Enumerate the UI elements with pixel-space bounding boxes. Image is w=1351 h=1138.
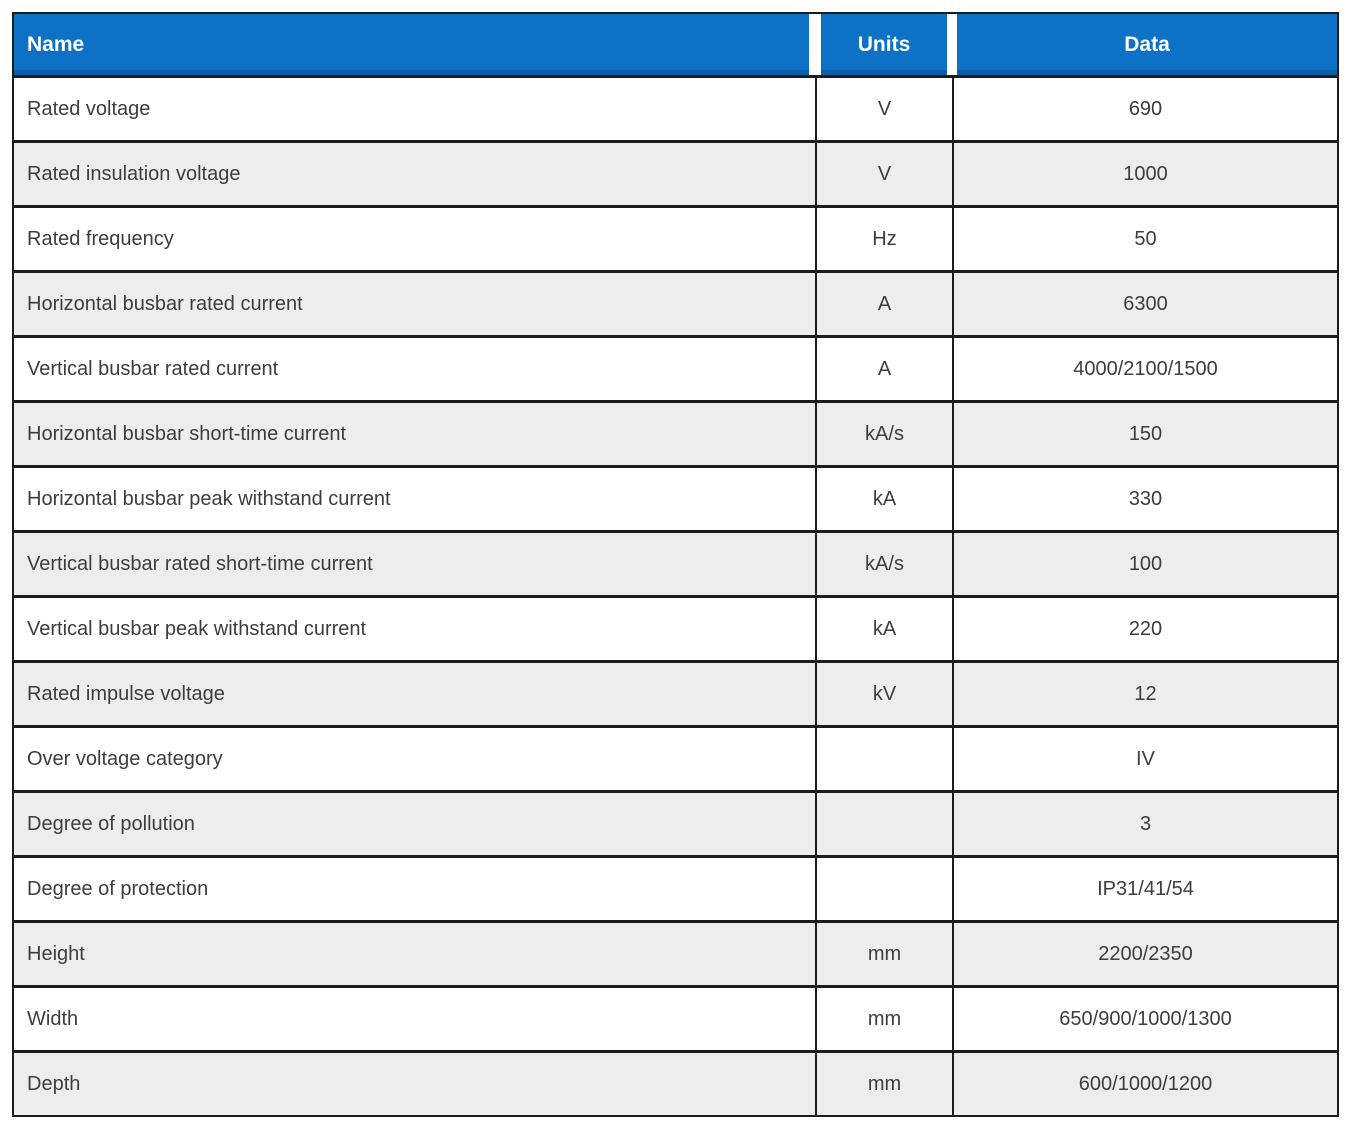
table-row: Vertical busbar rated short-time current… [14, 530, 1337, 595]
cell-units: kA/s [815, 533, 952, 595]
cell-units: Hz [815, 208, 952, 270]
cell-units: mm [815, 988, 952, 1050]
column-header-name: Name [14, 14, 815, 75]
cell-name: Horizontal busbar short-time current [27, 422, 347, 445]
cell-name: Over voltage category [27, 747, 223, 770]
spec-table: Name Units Data Rated voltage V 690 Rate… [12, 12, 1339, 1117]
cell-data: 100 [952, 533, 1337, 595]
cell-name: Height [27, 942, 85, 965]
cell-units: V [815, 143, 952, 205]
cell-units [815, 793, 952, 855]
table-row: Rated impulse voltage kV 12 [14, 660, 1337, 725]
cell-name: Width [27, 1007, 79, 1030]
cell-units: A [815, 338, 952, 400]
column-header-units: Units [815, 14, 952, 75]
table-row: Rated frequency Hz 50 [14, 205, 1337, 270]
table-body: Rated voltage V 690 Rated insulation vol… [14, 75, 1337, 1115]
table-row: Horizontal busbar short-time current kA/… [14, 400, 1337, 465]
cell-name: Horizontal busbar peak withstand current [27, 487, 391, 510]
cell-data: 650/900/1000/1300 [952, 988, 1337, 1050]
cell-units [815, 728, 952, 790]
cell-data: 4000/2100/1500 [952, 338, 1337, 400]
cell-name: Rated impulse voltage [27, 682, 225, 705]
table-row: Vertical busbar rated current A 4000/210… [14, 335, 1337, 400]
table-row: Rated insulation voltage V 1000 [14, 140, 1337, 205]
table-row: Width mm 650/900/1000/1300 [14, 985, 1337, 1050]
cell-data: IP31/41/54 [952, 858, 1337, 920]
cell-data: IV [952, 728, 1337, 790]
cell-data: 690 [952, 78, 1337, 140]
cell-data: 50 [952, 208, 1337, 270]
table-row: Horizontal busbar rated current A 6300 [14, 270, 1337, 335]
cell-data: 2200/2350 [952, 923, 1337, 985]
cell-units: mm [815, 923, 952, 985]
cell-data: 330 [952, 468, 1337, 530]
table-row: Over voltage category IV [14, 725, 1337, 790]
cell-units: kA [815, 598, 952, 660]
table-row: Horizontal busbar peak withstand current… [14, 465, 1337, 530]
cell-units: kV [815, 663, 952, 725]
cell-name: Vertical busbar peak withstand current [27, 617, 367, 640]
cell-name: Rated insulation voltage [27, 162, 241, 185]
cell-data: 220 [952, 598, 1337, 660]
cell-data: 600/1000/1200 [952, 1053, 1337, 1115]
table-row: Depth mm 600/1000/1200 [14, 1050, 1337, 1115]
table-row: Degree of protection IP31/41/54 [14, 855, 1337, 920]
cell-data: 12 [952, 663, 1337, 725]
cell-units: A [815, 273, 952, 335]
cell-name: Rated frequency [27, 227, 174, 250]
table-header-row: Name Units Data [14, 14, 1337, 75]
cell-data: 1000 [952, 143, 1337, 205]
cell-name: Vertical busbar rated current [27, 357, 279, 380]
cell-name: Horizontal busbar rated current [27, 292, 303, 315]
table-row: Degree of pollution 3 [14, 790, 1337, 855]
cell-units: V [815, 78, 952, 140]
cell-data: 150 [952, 403, 1337, 465]
table-row: Vertical busbar peak withstand current k… [14, 595, 1337, 660]
table-row: Rated voltage V 690 [14, 75, 1337, 140]
column-header-data: Data [952, 14, 1337, 75]
cell-units: kA [815, 468, 952, 530]
table-row: Height mm 2200/2350 [14, 920, 1337, 985]
cell-name: Depth [27, 1072, 81, 1095]
cell-units: kA/s [815, 403, 952, 465]
cell-data: 6300 [952, 273, 1337, 335]
cell-name: Degree of protection [27, 877, 209, 900]
cell-name: Rated voltage [27, 97, 151, 120]
cell-data: 3 [952, 793, 1337, 855]
cell-name: Vertical busbar rated short-time current [27, 552, 373, 575]
cell-units [815, 858, 952, 920]
cell-units: mm [815, 1053, 952, 1115]
cell-name: Degree of pollution [27, 812, 195, 835]
